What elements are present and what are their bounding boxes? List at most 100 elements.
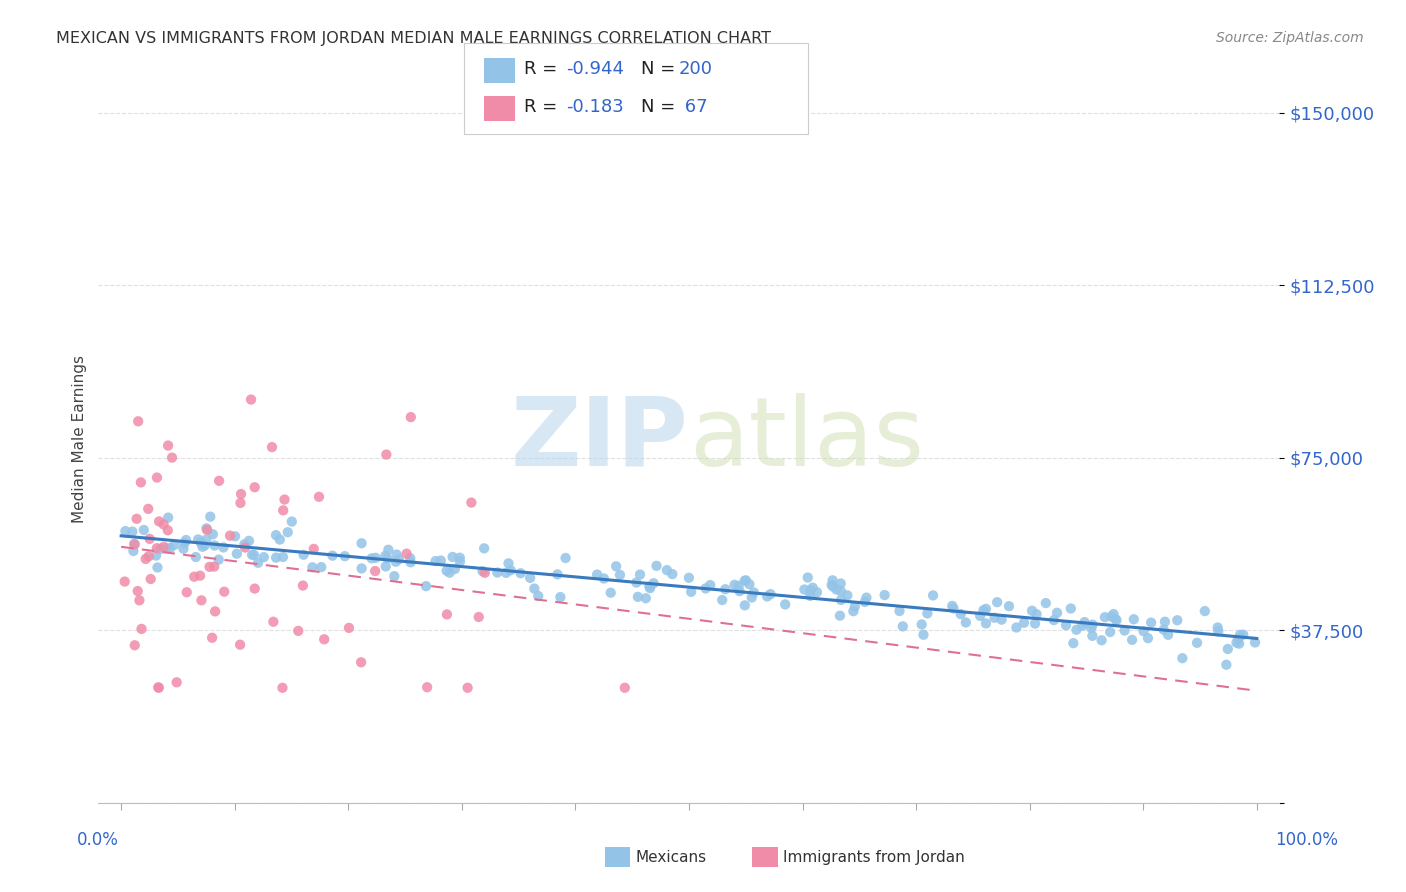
Point: [638, 579, 661, 593]
Point: [998, 599, 1021, 614]
Point: [661, 567, 683, 582]
Point: [449, 554, 471, 568]
Point: [634, 591, 657, 606]
Point: [271, 549, 294, 564]
Point: [148, 515, 170, 529]
Y-axis label: Median Male Earnings: Median Male Earnings: [72, 355, 87, 524]
Point: [243, 582, 266, 596]
Point: [613, 681, 636, 695]
Point: [449, 550, 471, 565]
Point: [830, 576, 852, 591]
Point: [183, 570, 205, 584]
Point: [499, 563, 522, 577]
Point: [969, 608, 991, 623]
Point: [273, 492, 295, 507]
Point: [889, 604, 911, 618]
Point: [291, 578, 314, 592]
Text: 0.0%: 0.0%: [77, 831, 120, 849]
Point: [148, 681, 170, 695]
Point: [990, 613, 1012, 627]
Point: [149, 541, 172, 556]
Point: [1216, 642, 1239, 657]
Point: [1099, 625, 1122, 640]
Point: [1102, 607, 1125, 621]
Point: [699, 578, 721, 592]
Point: [853, 595, 876, 609]
Point: [287, 624, 309, 638]
Point: [152, 517, 174, 532]
Point: [1035, 596, 1057, 610]
Point: [202, 559, 225, 574]
Point: [800, 583, 823, 598]
Point: [1153, 623, 1175, 637]
Point: [364, 564, 387, 578]
Point: [374, 559, 396, 574]
Point: [301, 560, 323, 574]
Point: [495, 566, 517, 580]
Point: [159, 541, 181, 555]
Point: [527, 589, 550, 603]
Point: [146, 541, 169, 556]
Point: [204, 539, 226, 553]
Point: [229, 496, 252, 510]
Point: [942, 601, 965, 615]
Point: [457, 681, 479, 695]
Text: R =: R =: [524, 98, 564, 116]
Point: [1206, 624, 1229, 639]
Point: [174, 533, 197, 547]
Point: [157, 438, 180, 452]
Text: 100.0%: 100.0%: [1275, 831, 1339, 849]
Point: [124, 638, 146, 652]
Point: [498, 557, 520, 571]
Point: [626, 575, 648, 590]
Point: [734, 574, 756, 588]
Point: [308, 490, 330, 504]
Point: [949, 607, 972, 621]
Point: [472, 541, 495, 556]
Point: [436, 564, 458, 578]
Point: [281, 515, 304, 529]
Point: [173, 536, 195, 550]
Point: [1227, 632, 1250, 646]
Point: [129, 475, 152, 490]
Point: [269, 533, 291, 547]
Point: [219, 529, 242, 543]
Point: [825, 582, 848, 597]
Text: Source: ZipAtlas.com: Source: ZipAtlas.com: [1216, 31, 1364, 45]
Point: [586, 567, 609, 582]
Text: N =: N =: [641, 98, 681, 116]
Point: [157, 510, 180, 524]
Point: [793, 582, 815, 597]
Text: -0.183: -0.183: [567, 98, 624, 116]
Point: [711, 593, 734, 607]
Point: [441, 549, 464, 564]
Point: [416, 680, 439, 694]
Point: [821, 574, 844, 588]
Point: [742, 585, 765, 599]
Point: [384, 555, 406, 569]
Point: [828, 608, 851, 623]
Point: [302, 541, 325, 556]
Point: [550, 590, 572, 604]
Point: [191, 540, 214, 554]
Point: [439, 566, 461, 580]
Point: [509, 566, 531, 581]
Point: [820, 578, 842, 592]
Point: [728, 584, 751, 599]
Point: [138, 549, 160, 564]
Point: [609, 568, 631, 582]
Point: [844, 599, 866, 614]
Point: [1121, 632, 1143, 647]
Point: [444, 562, 467, 576]
Point: [1140, 615, 1163, 630]
Point: [734, 599, 756, 613]
Point: [823, 580, 845, 594]
Text: Immigrants from Jordan: Immigrants from Jordan: [783, 850, 965, 864]
Point: [208, 552, 231, 566]
Point: [1136, 631, 1159, 645]
Point: [208, 474, 231, 488]
Point: [360, 551, 382, 566]
Point: [1206, 620, 1229, 634]
Point: [797, 570, 820, 584]
Point: [891, 619, 914, 633]
